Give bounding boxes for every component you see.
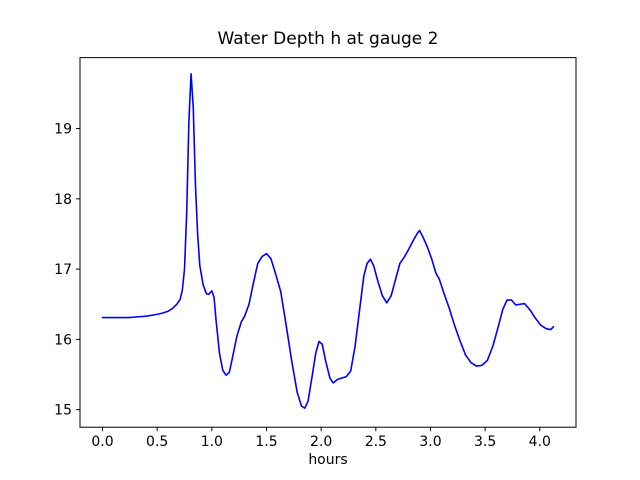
x-tick-label: 0.5 (146, 434, 168, 450)
y-tick-label: 15 (54, 403, 72, 419)
x-tick-label: 3.0 (419, 434, 441, 450)
x-tick-label: 3.5 (474, 434, 496, 450)
x-axis-ticks: 0.0 0.5 1.0 1.5 2.0 2.5 3.0 3.5 4.0 (91, 427, 551, 450)
x-tick-label: 2.0 (310, 434, 332, 450)
y-axis-ticks: 15 16 17 18 19 (54, 122, 80, 419)
x-tick-label: 4.0 (529, 434, 551, 450)
plot-area (79, 57, 577, 428)
water-depth-line (101, 72, 555, 410)
x-tick-label: 0.0 (91, 434, 113, 450)
y-tick-label: 17 (54, 262, 72, 278)
x-tick-label: 1.5 (255, 434, 277, 450)
chart-title: Water Depth h at gauge 2 (218, 29, 439, 49)
y-tick-label: 16 (54, 332, 72, 348)
y-tick-label: 19 (54, 122, 72, 138)
x-axis-label: hours (308, 452, 347, 468)
x-tick-label: 1.0 (201, 434, 223, 450)
y-tick-label: 18 (54, 192, 72, 208)
x-tick-label: 2.5 (365, 434, 387, 450)
